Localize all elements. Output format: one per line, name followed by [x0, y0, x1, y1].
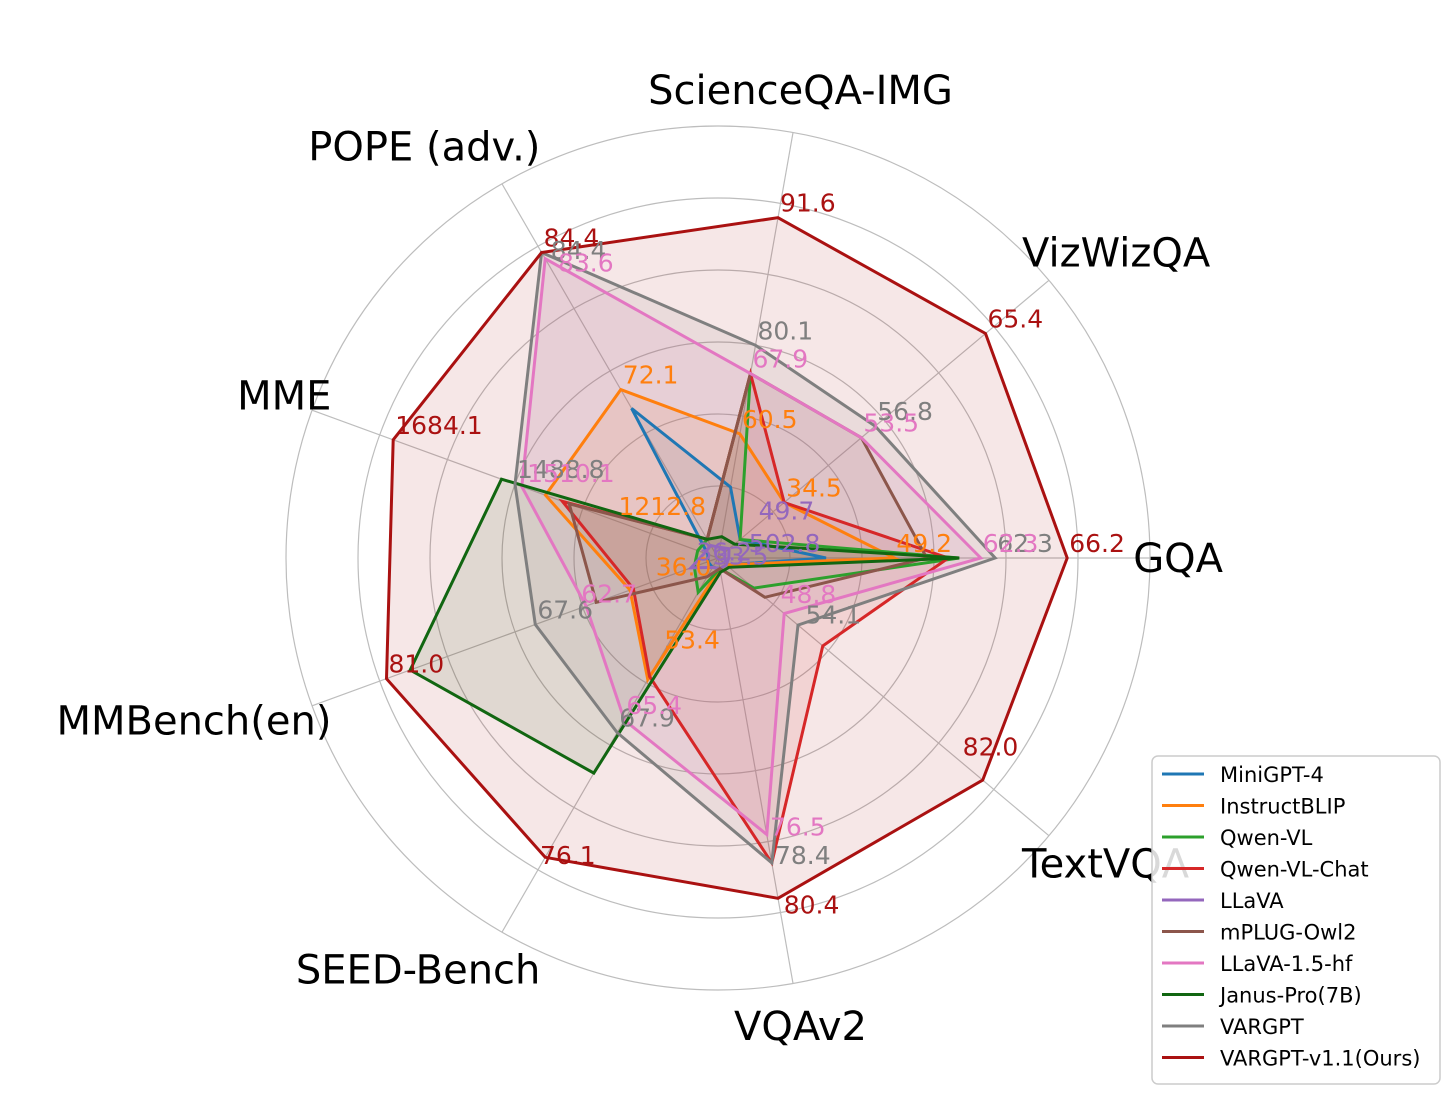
legend-label-2: Qwen-VL	[1220, 826, 1313, 850]
series-line-7	[408, 477, 960, 776]
value-labels: 49.2 66.2 62.362.3 502.8 65.4 56.853.5 34.549.…	[388, 189, 1124, 920]
value-label-14: 84.4	[544, 223, 600, 252]
value-label-4: 502.8	[749, 529, 821, 558]
series-line-4	[687, 543, 731, 571]
value-label-12: 67.9	[753, 345, 809, 374]
value-label-30: 53.4	[664, 626, 720, 655]
spoke-7	[717, 557, 794, 984]
axis-label-4: MME	[237, 373, 331, 419]
value-label-21: 1212.8	[619, 492, 706, 521]
value-label-19: 1488.8	[517, 455, 604, 484]
series-fill-5	[569, 373, 927, 603]
axis-label-5: MMBench(en)	[57, 699, 332, 745]
axis-label-7: VQAv2	[734, 1004, 867, 1050]
spoke-1	[717, 279, 1050, 559]
spoke-5	[311, 557, 719, 707]
spoke-3	[501, 183, 719, 559]
value-label-15: 84.4	[551, 236, 607, 265]
legend-box	[1151, 755, 1441, 1085]
series-fill-1	[545, 389, 895, 680]
legend: MiniGPT-4 InstructBLIP Qwen-VL Qwen-VL-Chat…	[1151, 755, 1441, 1085]
value-label-9: 49.7	[759, 497, 815, 526]
value-label-11: 80.1	[758, 316, 814, 345]
value-label-25: 36.0	[656, 552, 712, 581]
value-label-8: 34.5	[786, 473, 842, 502]
legend-label-1: InstructBLIP	[1220, 795, 1345, 819]
series-line-3	[558, 367, 952, 867]
series-line-6	[520, 256, 984, 838]
axis-label-1: VizWizQA	[1022, 231, 1211, 277]
value-label-10: 91.6	[780, 189, 836, 218]
value-label-2: 62.3	[997, 529, 1053, 558]
value-label-3: 62.3	[983, 529, 1039, 558]
value-label-26: 36.2	[696, 538, 752, 567]
axis-label-6: SEED-Bench	[296, 948, 541, 994]
series-fill-3	[562, 373, 949, 863]
legend-label-0: MiniGPT-4	[1220, 763, 1324, 787]
value-label-35: 82.0	[963, 733, 1019, 762]
value-label-24: 62.7	[581, 579, 637, 608]
series-fill-4	[690, 545, 729, 569]
legend-label-5: mPLUG-Owl2	[1220, 921, 1356, 945]
value-label-17: 72.1	[623, 361, 679, 390]
axis-label-2: ScienceQA-IMG	[648, 68, 953, 114]
value-label-28: 67.9	[619, 704, 675, 733]
series-fill-9	[386, 217, 1068, 899]
legend-label-6: LLaVA-1.5-hf	[1220, 952, 1353, 976]
value-label-1: 66.2	[1069, 529, 1125, 558]
axis-label-3: POPE (adv.)	[308, 124, 540, 170]
value-label-34: 76.5	[770, 813, 826, 842]
value-label-7: 53.5	[863, 409, 919, 438]
value-label-23: 67.6	[537, 595, 593, 624]
legend-label-8: VARGPT	[1220, 1015, 1304, 1039]
series-line-8	[513, 250, 998, 866]
value-label-18: 1684.1	[395, 411, 482, 440]
series-fill-7	[410, 479, 960, 774]
axis-label-0: GQA	[1133, 536, 1223, 582]
value-label-6: 56.8	[877, 397, 933, 426]
value-label-29: 65.4	[626, 691, 682, 720]
value-label-37: 48.8	[781, 580, 837, 609]
legend-label-4: LLaVA	[1220, 889, 1284, 913]
legend-label-9: VARGPT-v1.1(Ours)	[1220, 1047, 1420, 1071]
series-line-9	[384, 216, 1069, 900]
value-label-20: 1510.1	[527, 459, 614, 488]
legend-label-3: Qwen-VL-Chat	[1220, 858, 1369, 882]
value-label-32: 80.4	[784, 891, 840, 920]
value-label-22: 81.0	[388, 650, 444, 679]
value-label-0: 49.2	[896, 529, 952, 558]
series-lines	[384, 216, 1069, 900]
value-label-5: 65.4	[988, 305, 1044, 334]
value-label-16: 83.6	[558, 248, 614, 277]
spoke-8	[717, 557, 1050, 837]
legend-label-7: Janus-Pro(7B)	[1218, 984, 1362, 1008]
value-label-36: 54.1	[805, 601, 861, 630]
value-label-27: 76.1	[540, 841, 596, 870]
value-label-33: 78.4	[775, 841, 831, 870]
value-label-31: 33.5	[713, 541, 769, 570]
value-label-13: 60.5	[742, 405, 798, 434]
